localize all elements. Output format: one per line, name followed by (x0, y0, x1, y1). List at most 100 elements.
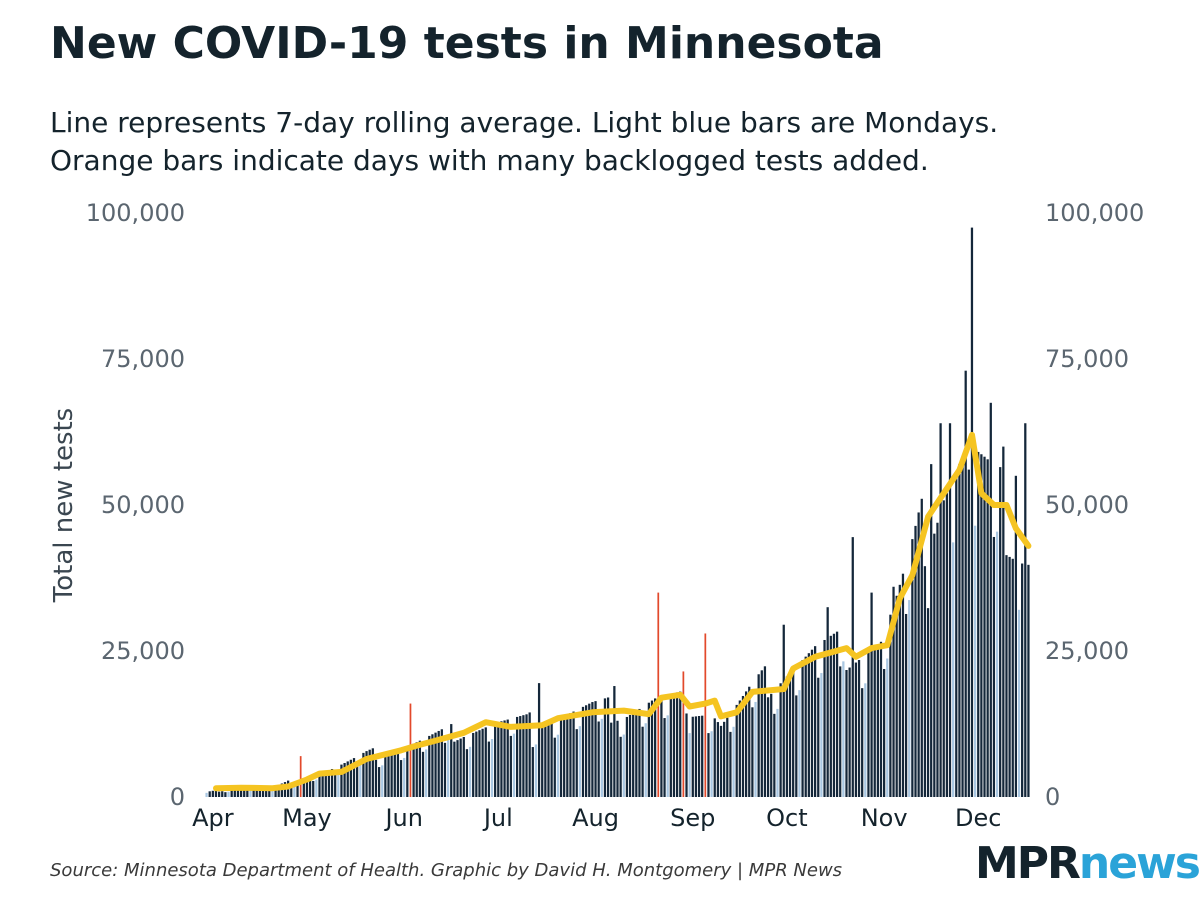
daily-bar (654, 698, 657, 797)
daily-bar (961, 465, 964, 797)
monday-bar (578, 726, 581, 797)
daily-bar (312, 780, 315, 797)
daily-bar (475, 731, 478, 797)
daily-bar (393, 752, 396, 797)
daily-bar (857, 660, 861, 797)
daily-bar (779, 683, 782, 797)
daily-bar (321, 772, 324, 797)
daily-bar (506, 719, 509, 797)
daily-bar (503, 720, 506, 797)
daily-bar (625, 716, 629, 797)
daily-bar (230, 789, 233, 797)
daily-bar (751, 707, 754, 797)
backlog-bar (299, 756, 302, 797)
daily-bar (672, 693, 676, 797)
monday-bar (864, 683, 867, 797)
daily-bar (675, 692, 679, 797)
x-tick-label: Sep (670, 804, 715, 832)
daily-bar (970, 227, 974, 798)
y-tick-label-right: 0 (1045, 783, 1060, 811)
subtitle-line-2: Orange bars indicate days with many back… (50, 144, 929, 177)
monday-bar (886, 658, 889, 797)
daily-bar (1024, 423, 1027, 797)
monday-bar (1017, 609, 1021, 797)
daily-bar (835, 631, 839, 797)
daily-bar (983, 456, 986, 797)
daily-bar (795, 695, 798, 797)
monday-bar (644, 723, 647, 797)
daily-bar (867, 652, 870, 797)
daily-bar (349, 759, 352, 797)
y-tick-label-left: 100,000 (86, 199, 185, 227)
daily-bar (801, 660, 804, 797)
daily-bar (296, 781, 299, 797)
monday-bar (820, 673, 823, 797)
daily-bar (738, 700, 741, 797)
daily-bar (246, 790, 249, 797)
daily-bar (807, 653, 810, 797)
daily-bar (509, 735, 512, 797)
daily-bar (252, 787, 255, 797)
x-tick-label: Apr (192, 804, 234, 832)
chart-subtitle: Line represents 7-day rolling average. L… (50, 104, 998, 180)
daily-bar (766, 697, 770, 797)
daily-bar (901, 573, 905, 797)
daily-bar (904, 613, 908, 797)
daily-bar (641, 726, 644, 797)
monday-bar (249, 789, 252, 797)
daily-bar (415, 742, 418, 797)
daily-bar (384, 756, 387, 797)
daily-bar (763, 666, 767, 797)
daily-bar (334, 774, 337, 797)
daily-bar (374, 759, 378, 797)
monday-bar (534, 744, 538, 797)
daily-bar (1005, 555, 1008, 797)
daily-bar (726, 717, 729, 797)
daily-bar (933, 533, 936, 797)
daily-bar (669, 694, 672, 797)
x-tick-label: Jul (482, 804, 513, 832)
monday-bar (688, 733, 691, 797)
daily-bar (541, 727, 544, 797)
daily-bar (396, 750, 400, 797)
daily-bar (421, 751, 425, 797)
daily-bar (547, 724, 550, 797)
monday-bar (908, 600, 911, 797)
backlog-bar (682, 671, 685, 797)
daily-bar (1011, 558, 1014, 797)
monday-bar (512, 733, 516, 797)
daily-bar (261, 787, 265, 797)
monday-bar (446, 740, 450, 797)
daily-bar (550, 722, 553, 797)
daily-bar (829, 635, 832, 797)
daily-bar (494, 723, 497, 797)
daily-bar (515, 716, 519, 797)
daily-bar (255, 787, 258, 797)
daily-bar (1021, 563, 1024, 797)
daily-bar (785, 676, 789, 797)
daily-bar (613, 686, 616, 797)
daily-bar (387, 754, 390, 797)
daily-bar (465, 749, 469, 797)
daily-bar (327, 770, 331, 797)
x-tick-label: Aug (572, 804, 619, 832)
daily-bar (679, 691, 682, 797)
daily-bar (418, 740, 422, 797)
daily-bar (603, 698, 607, 797)
daily-bar (980, 454, 983, 797)
daily-bar (892, 586, 895, 797)
monday-bar (315, 779, 318, 797)
daily-bar (472, 732, 475, 797)
daily-bar (650, 700, 654, 797)
monday-bar (490, 739, 494, 797)
daily-bar (500, 721, 503, 797)
daily-bar (782, 624, 785, 797)
monday-bar (995, 531, 999, 797)
daily-bar (955, 471, 958, 797)
monday-bar (271, 789, 274, 797)
backlog-bar (657, 592, 660, 797)
daily-bar (1008, 556, 1011, 797)
daily-bar (290, 783, 293, 797)
daily-bar (456, 740, 459, 797)
daily-bar (487, 741, 491, 797)
